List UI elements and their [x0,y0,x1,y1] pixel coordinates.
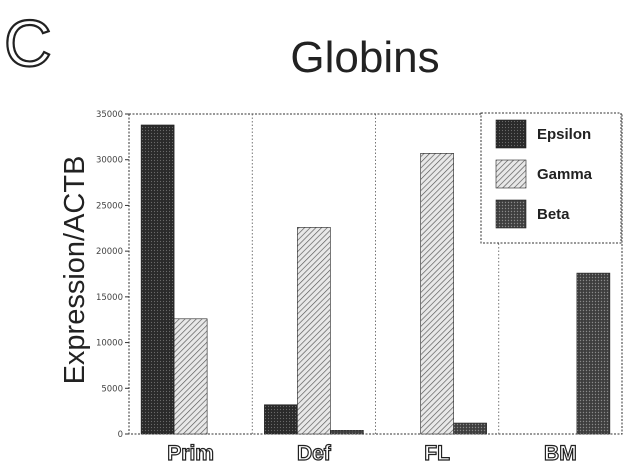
y-tick-label: 15000 [96,293,123,303]
bar-beta-fl [453,422,487,435]
panel-letter: C [4,6,52,80]
legend-label-epsilon: Epsilon [537,126,591,143]
chart-title: Globins [290,33,439,82]
y-tick-label: 0 [118,430,123,440]
y-tick-label: 30000 [96,156,123,166]
x-tick-label: Def [297,442,332,465]
legend: Epsilon Gamma Beta [480,112,622,244]
bar-epsilon-def [264,404,298,435]
y-axis-ticks: 0 5000 10000 15000 20000 25000 30000 35000 [96,110,129,440]
legend-swatch-gamma [495,159,527,189]
bar-gamma-def [297,227,331,435]
legend-label-beta: Beta [537,206,570,223]
bar-epsilon-prim [140,124,175,435]
y-tick-label: 10000 [96,339,123,349]
legend-items: Epsilon Gamma Beta [495,119,593,229]
legend-label-gamma: Gamma [537,166,593,183]
y-tick-label: 20000 [96,247,123,257]
y-axis-label: Expression/ACTB [59,156,91,385]
bar-beta-def [330,430,364,435]
legend-swatch-epsilon [495,119,527,149]
bars [140,124,611,435]
bar-beta-bm [576,272,611,435]
legend-swatch-beta [495,199,527,229]
x-tick-label: BM [544,442,577,465]
category-separators [251,114,500,434]
y-tick-label: 35000 [96,110,123,120]
x-tick-label: FL [424,442,450,465]
bar-gamma-fl [420,153,454,435]
x-tick-label: Prim [167,442,214,465]
y-tick-label: 25000 [96,201,123,211]
y-tick-label: 5000 [101,384,123,394]
x-axis-tick-labels: Prim Def FL BM [167,441,578,465]
bar-gamma-prim [173,318,208,435]
